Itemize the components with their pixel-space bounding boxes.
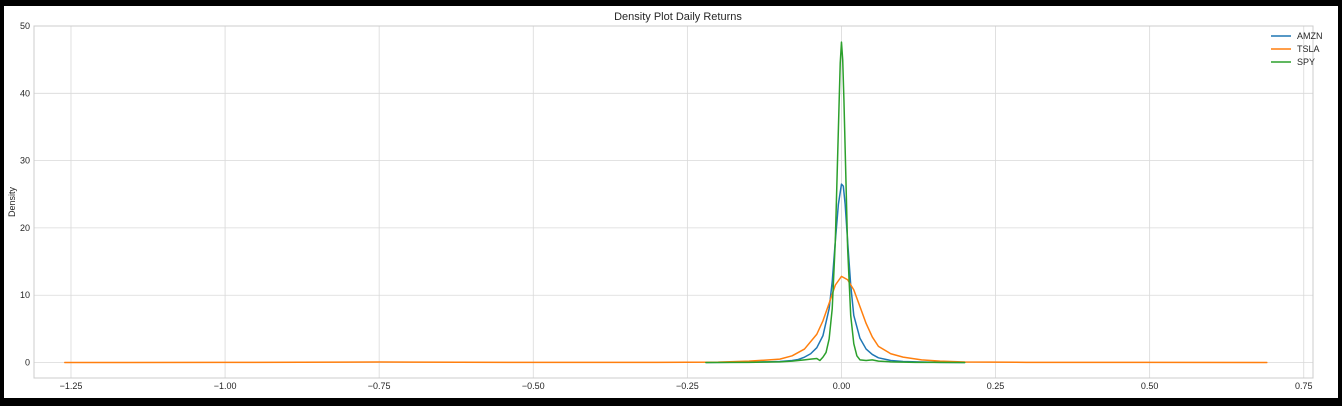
legend-label-tsla: TSLA: [1297, 44, 1320, 54]
x-tick-label: −0.25: [676, 381, 699, 391]
chart-title: Density Plot Daily Returns: [614, 11, 742, 23]
plot-area: [33, 25, 1314, 379]
y-tick-label: 20: [20, 223, 30, 233]
x-axis-ticks: −1.25 −1.00 −0.75 −0.50 −0.25 0.00 0.25 0.50 0.7…: [60, 381, 1313, 391]
y-axis-ticks: 0 10 20 30 40 50: [20, 21, 30, 368]
y-tick-label: 40: [20, 88, 30, 98]
y-tick-label: 10: [20, 290, 30, 300]
legend-label-spy: SPY: [1297, 57, 1315, 67]
x-tick-label: −0.75: [368, 381, 391, 391]
x-tick-label: 0.00: [833, 381, 851, 391]
y-tick-label: 0: [25, 358, 30, 368]
x-tick-label: 0.75: [1295, 381, 1313, 391]
y-tick-label: 30: [20, 156, 30, 166]
series-layer: [64, 41, 1268, 364]
density-chart: −1.25 −1.00 −0.75 −0.50 −0.25 0.00 0.25 0.50 0.7…: [7, 11, 1323, 391]
legend: AMZN TSLA SPY: [1271, 31, 1323, 67]
x-tick-label: −0.50: [522, 381, 545, 391]
x-tick-label: −1.00: [214, 381, 237, 391]
series-line-tsla: [64, 275, 1268, 364]
y-tick-label: 50: [20, 21, 30, 31]
legend-label-amzn: AMZN: [1297, 31, 1323, 41]
x-tick-label: −1.25: [60, 381, 83, 391]
series-line-spy: [705, 41, 966, 364]
x-tick-label: 0.25: [987, 381, 1005, 391]
chart-frame: −1.25 −1.00 −0.75 −0.50 −0.25 0.00 0.25 0.50 0.7…: [4, 6, 1338, 398]
series-line-amzn: [705, 183, 966, 364]
grid: [34, 25, 1313, 378]
y-axis-label: Density: [7, 186, 17, 217]
x-tick-label: 0.50: [1141, 381, 1159, 391]
